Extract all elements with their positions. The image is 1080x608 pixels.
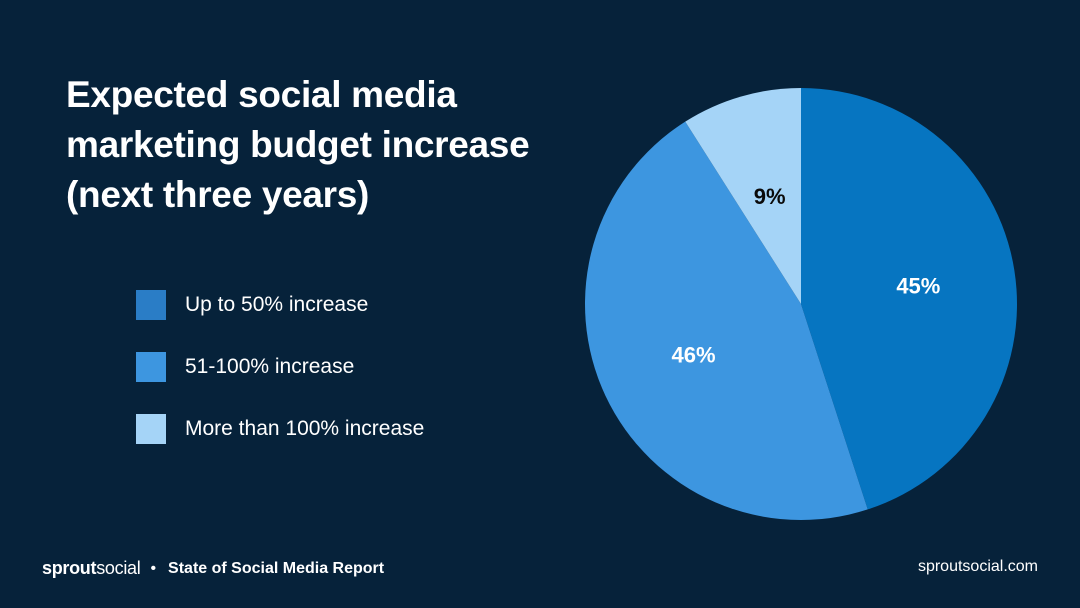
legend: Up to 50% increase 51-100% increase More… bbox=[136, 289, 424, 475]
legend-swatch bbox=[136, 351, 166, 382]
legend-label: Up to 50% increase bbox=[185, 292, 369, 316]
sproutsocial-logo: sproutsocial bbox=[42, 558, 141, 579]
legend-item: 51-100% increase bbox=[136, 351, 424, 382]
chart-title: Expected social media marketing budget i… bbox=[66, 74, 530, 215]
website-link[interactable]: sproutsocial.com bbox=[917, 558, 1038, 575]
pie-slice bbox=[585, 121, 868, 520]
legend-item: Up to 50% increase bbox=[136, 289, 424, 320]
legend-label: 51-100% increase bbox=[185, 354, 355, 378]
legend-swatch bbox=[136, 289, 166, 320]
legend-item: More than 100% increase bbox=[136, 413, 424, 444]
pie-slice bbox=[801, 88, 1017, 510]
legend-swatch bbox=[136, 413, 166, 444]
separator: • bbox=[150, 559, 157, 577]
pie-slice bbox=[685, 88, 801, 304]
logo-light: social bbox=[96, 558, 141, 578]
report-name: State of Social Media Report bbox=[168, 559, 385, 577]
slice-label: 46% bbox=[671, 343, 715, 368]
logo-bold: sprout bbox=[42, 558, 97, 578]
footer-left: sproutsocial • State of Social Media Rep… bbox=[42, 558, 384, 579]
slice-label: 45% bbox=[896, 273, 940, 298]
slice-label: 9% bbox=[754, 184, 786, 209]
legend-label: More than 100% increase bbox=[185, 416, 425, 440]
